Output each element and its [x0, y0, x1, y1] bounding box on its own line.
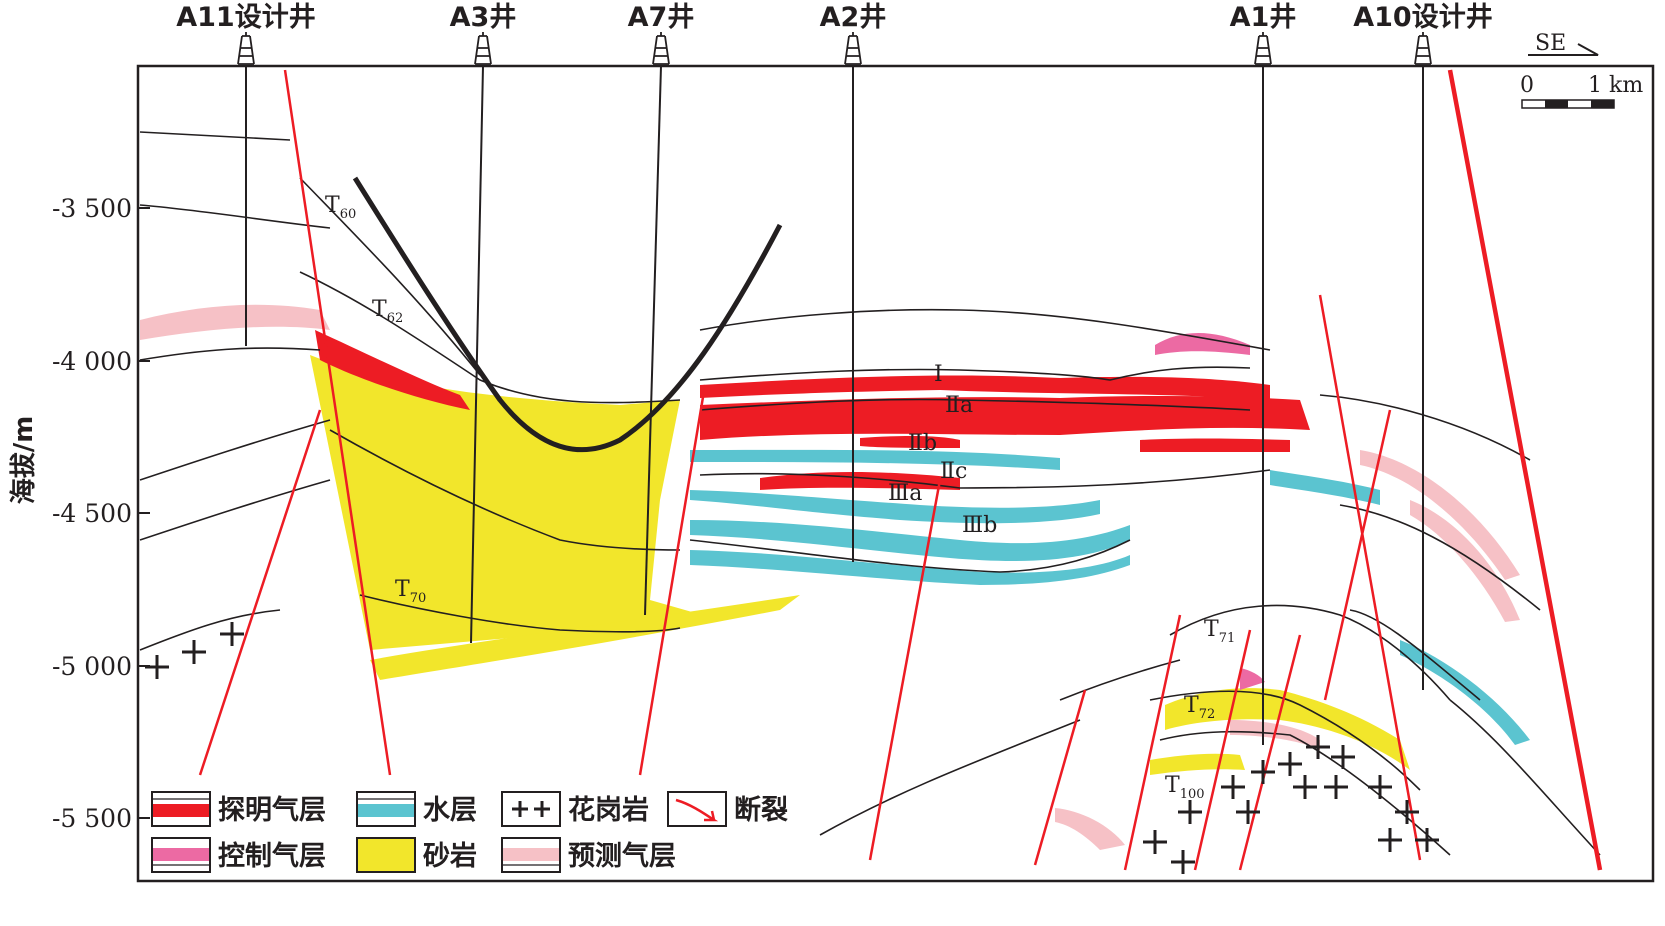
- fault-7: [1193, 629, 1252, 871]
- fault-lines: [198, 69, 1603, 871]
- fault-3: [638, 384, 707, 776]
- fault-8: [1238, 634, 1302, 871]
- layer-iib: Ⅱb: [908, 431, 937, 456]
- y-tick-labels: -3 500 -4 000 -4 500 -5 000 -5 500: [52, 194, 132, 833]
- legend-swatch-granite: [501, 791, 561, 827]
- red-band-iia: [700, 395, 1310, 440]
- legend-swatch-water: [356, 791, 416, 827]
- layer-iia: Ⅱa: [945, 393, 973, 418]
- red-band-right-wedge: [1140, 438, 1290, 452]
- horizon-labels: T60 T62 T70 T71 T72 T100: [325, 193, 1235, 802]
- legend: 探明气层 水层 花岗岩 断裂 控制气层 砂岩: [151, 791, 788, 873]
- legend-swatch-predicted-gas: [501, 837, 561, 873]
- scale-zero: 0: [1520, 73, 1534, 98]
- well-labels: A11设计井 A3井 A7井 A2井 A1井 A10设计井: [176, 2, 1492, 33]
- legend-label-controlled-gas: 控制气层: [218, 841, 326, 872]
- fault-1: [283, 69, 392, 776]
- granite-cross-icon: [512, 801, 550, 817]
- fault-arrow-icon: [675, 798, 719, 822]
- horizon-t100: T100: [1165, 773, 1205, 802]
- derrick-icon: [1414, 32, 1432, 65]
- y-axis-label: 海拔/m: [9, 416, 39, 505]
- layer-i: Ⅰ: [934, 362, 943, 387]
- legend-label-water: 水层: [423, 795, 477, 826]
- layer-labels: Ⅰ Ⅱa Ⅱb Ⅱc Ⅲa Ⅲb: [888, 362, 997, 538]
- horizon-t60: T60: [325, 193, 356, 222]
- y-tick-label: -3 500: [52, 194, 132, 223]
- red-band-left: [315, 330, 470, 410]
- fault-4: [868, 479, 942, 861]
- legend-label-predicted-gas: 预测气层: [568, 841, 676, 872]
- right-predicted-gas: [1055, 450, 1520, 850]
- legend-label-sandstone: 砂岩: [423, 841, 477, 872]
- pink-gas-cap: [1155, 332, 1250, 355]
- legend-swatch-proven-gas: [151, 791, 211, 827]
- derrick-icons: [237, 32, 1432, 65]
- channel-curve: [352, 176, 783, 453]
- well-path-a3: [470, 65, 484, 644]
- left-predicted-gas: [140, 304, 330, 340]
- y-tick-label: -4 500: [52, 499, 132, 528]
- horizon-t71: T71: [1204, 617, 1235, 646]
- water-band-3: [690, 520, 1130, 561]
- well-label-a1: A1井: [1230, 2, 1297, 33]
- red-band-iib: [860, 435, 960, 448]
- fault-10: [1323, 409, 1392, 701]
- legend-swatch-fault: [667, 791, 727, 827]
- water-band-1: [690, 449, 1060, 470]
- scale-bar: 0 1 km: [1520, 73, 1643, 109]
- layer-iiia: Ⅲa: [888, 481, 922, 506]
- blue-water-layers: [690, 449, 1530, 745]
- sandstone-lens: [370, 595, 800, 680]
- derrick-icon: [1254, 32, 1272, 65]
- derrick-icon: [652, 32, 670, 65]
- fault-2: [198, 409, 322, 776]
- well-path-a7: [644, 65, 662, 616]
- derrick-icon: [474, 32, 492, 65]
- fault-9: [1318, 294, 1422, 861]
- y-axis: [138, 207, 150, 819]
- y-tick-label: -4 000: [52, 347, 132, 376]
- direction-arrow-icon: [1528, 43, 1599, 56]
- horizon-t72: T72: [1184, 693, 1215, 722]
- well-label-a3: A3井: [450, 2, 517, 33]
- red-band-iiia: [760, 472, 960, 490]
- well-label-a7: A7井: [628, 2, 695, 33]
- derrick-icon: [237, 32, 255, 65]
- well-label-a10: A10设计井: [1353, 2, 1492, 33]
- well-paths: [245, 65, 1424, 745]
- layer-iic: Ⅱc: [940, 459, 967, 484]
- fault-5: [1033, 689, 1087, 866]
- horizon-t62: T62: [372, 297, 403, 326]
- y-tick-label: -5 500: [52, 804, 132, 833]
- sandstone-graben: [310, 355, 720, 650]
- horizon-lines: [139, 131, 1601, 856]
- fault-11: [1447, 69, 1603, 871]
- direction-label: SE: [1535, 31, 1566, 56]
- water-band-right: [1270, 470, 1380, 505]
- legend-label-granite: 花岗岩: [568, 795, 649, 826]
- red-band-i: [700, 375, 1270, 400]
- water-band-a10: [1400, 640, 1530, 745]
- layer-iiib: Ⅲb: [962, 513, 997, 538]
- scale-one: 1 km: [1588, 73, 1643, 98]
- legend-label-fault: 断裂: [734, 795, 788, 826]
- direction-indicator: SE: [1528, 31, 1599, 56]
- legend-label-proven-gas: 探明气层: [218, 795, 326, 826]
- legend-swatch-controlled-gas: [151, 837, 211, 873]
- fault-6: [1123, 614, 1182, 871]
- yellow-sandstone-body: [310, 355, 800, 680]
- horizon-t70: T70: [395, 577, 426, 606]
- derrick-icon: [844, 32, 862, 65]
- granite-crosses: [145, 622, 1439, 874]
- legend-swatch-sandstone: [356, 837, 416, 873]
- lower-dome-fill: [1150, 668, 1410, 775]
- water-band-2: [690, 490, 1100, 524]
- well-label-a2: A2井: [820, 2, 887, 33]
- water-band-4: [690, 550, 1130, 585]
- y-tick-label: -5 000: [52, 652, 132, 681]
- well-label-a11: A11设计井: [176, 2, 315, 33]
- plot-frame: [136, 64, 1655, 883]
